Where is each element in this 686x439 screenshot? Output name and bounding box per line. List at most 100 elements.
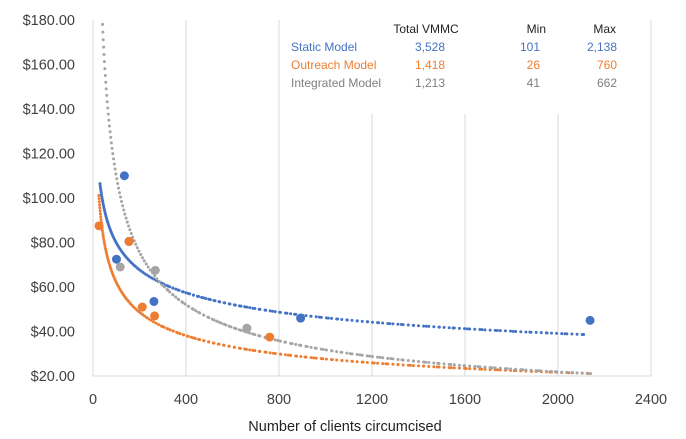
trendline-dot [549,331,553,335]
trendline-dot [340,317,344,321]
trendline-dot [314,346,318,350]
data-point [150,265,160,275]
data-point [124,236,134,246]
trendline-dot [121,204,125,208]
trendline-dot [350,352,354,356]
trendline-dot [263,350,267,354]
trendline-dot [227,344,231,348]
trendline-dot [447,366,451,370]
trendline-dot [355,360,359,364]
trendline-dot [524,368,528,372]
trendline-dot [509,329,513,333]
trendline-dot [212,298,216,302]
trendline-dot [120,200,124,204]
trendline-dot [227,302,231,306]
trendline-dot [309,356,313,360]
trendline-dot [360,319,364,323]
trendline-dot [463,327,467,331]
trendline-dot [127,224,131,228]
trendline-dot [483,367,487,371]
trendline-dot [232,326,236,330]
y-tick-label: $80.00 [31,236,75,252]
trendline-dot [197,337,201,341]
trendline-dot [105,254,109,258]
trendline-dot [176,297,180,301]
trendline-dot [401,358,405,362]
trendline-dot [157,323,161,327]
trendline-dot [181,301,185,305]
trendline-dot [409,363,413,367]
trendline-dot [537,369,541,373]
y-tick-label: $40.00 [31,325,75,341]
trendline-dot [319,347,323,351]
trendline-dot [232,345,236,349]
x-tick-label: 400 [174,392,198,408]
trendline-dot [271,309,275,313]
trendline-dot [207,297,211,301]
trendline-dot [248,348,252,352]
trendline-dot [137,249,141,253]
trendline-dot [174,287,178,291]
trendline-dot [519,368,523,372]
trendline-dot [237,346,241,350]
trendline-dot [358,353,362,357]
trendline-dot [417,360,420,364]
trendline-dot [253,333,257,337]
trendline-dot [335,350,339,354]
table-cell: 1,213 [415,76,445,90]
trendline-dot [181,290,185,294]
trendline-dot [580,371,584,375]
trendline-dot [575,332,579,336]
trendline-dot [449,366,453,370]
trendline-dot [118,191,122,195]
trendline-dot [263,308,267,312]
trendline-dot [365,320,369,324]
trendline-dot [555,331,559,335]
trendline-dot [117,186,121,190]
table-cell: 2,138 [587,40,617,54]
trendline-dot [104,87,108,91]
trendline-dot [217,342,221,346]
trendline-dot [103,74,107,78]
x-tick-label: 0 [89,392,97,408]
data-point [585,315,595,325]
trendline-dot [99,215,103,219]
trendline-dot [253,307,257,311]
trendline-dot [161,283,165,287]
trendline-dot [411,364,415,368]
y-tick-label: $60.00 [31,280,75,296]
trendline-dot [115,177,119,181]
data-point [149,296,159,306]
trendline-dot [107,124,111,128]
trendline-dot [324,348,328,352]
trendline-dot [335,317,339,321]
trendline-dot [273,352,277,356]
trendline-dot [122,208,126,212]
trendline-dot [381,362,385,366]
trendline-dot [237,304,241,308]
trendline-dot [107,118,111,122]
trendline-dot [496,368,500,372]
trendline-dot [473,327,477,331]
trendline-dot [197,295,201,299]
trendline-dot [106,106,110,110]
trendline-dot [102,237,106,241]
table-cell: 3,528 [415,40,445,54]
trendline-dot [314,315,318,319]
trendline-dot [144,262,148,266]
trendline-dot [324,316,328,320]
trendline-dot [191,307,195,311]
trendline-dot [309,345,313,349]
trendline-dot [186,304,190,308]
trendline-dot [370,361,374,365]
trendline-dot [330,316,334,320]
trendline-dot [539,369,543,373]
trendline-dot [116,182,120,186]
x-tick-label: 1600 [449,392,481,408]
trendline-dot [142,259,146,263]
trendline-dot [243,305,247,309]
trendline-dot [248,306,252,310]
trendline-dot [227,324,231,328]
trendline-dot [560,370,564,374]
